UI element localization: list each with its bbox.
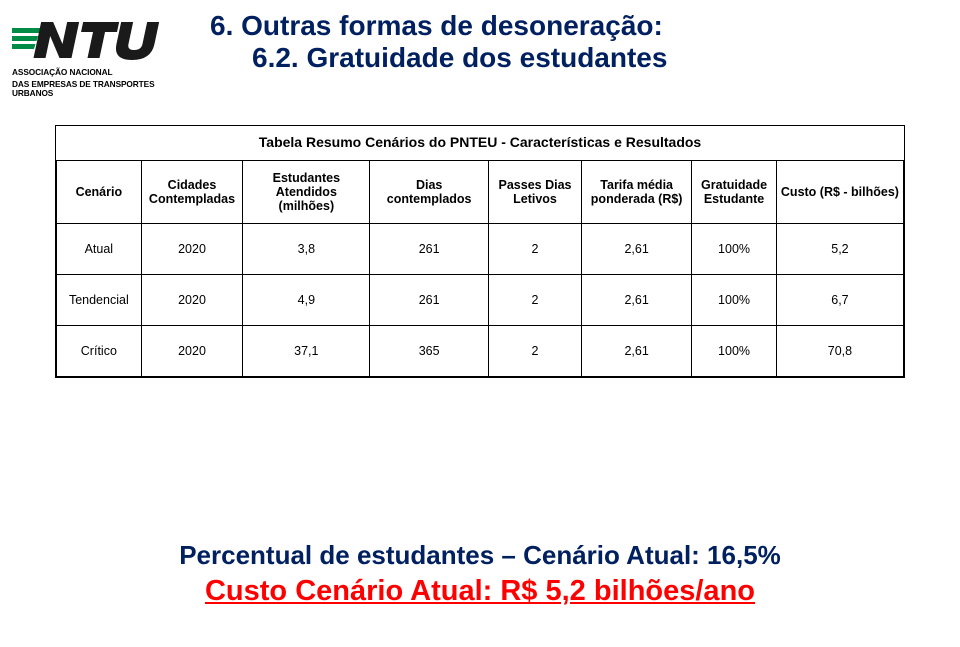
summary-table-container: Tabela Resumo Cenários do PNTEU - Caract… [55,125,905,378]
table-cell: 2020 [141,224,243,275]
footnote-block: Percentual de estudantes – Cenário Atual… [0,540,960,608]
footnote-percentual: Percentual de estudantes – Cenário Atual… [0,540,960,571]
table-caption: Tabela Resumo Cenários do PNTEU - Caract… [56,126,904,160]
table-cell: 2020 [141,275,243,326]
table-body: Atual20203,826122,61100%5,2Tendencial202… [57,224,904,377]
table-cell: 3,8 [243,224,370,275]
table-header-cell: Custo (R$ - bilhões) [776,161,903,224]
table-cell: 4,9 [243,275,370,326]
table-cell: 100% [692,275,777,326]
table-row: Crítico202037,136522,61100%70,8 [57,326,904,377]
table-header-row: CenárioCidades ContempladasEstudantes At… [57,161,904,224]
table-header-cell: Passes Dias Letivos [488,161,581,224]
table-row: Tendencial20204,926122,61100%6,7 [57,275,904,326]
table-cell: 70,8 [776,326,903,377]
table-header-cell: Tarifa média ponderada (R$) [582,161,692,224]
table-header-cell: Estudantes Atendidos (milhões) [243,161,370,224]
footnote-custo: Custo Cenário Atual: R$ 5,2 bilhões/ano [0,575,960,608]
table-cell: 37,1 [243,326,370,377]
table-cell: 2020 [141,326,243,377]
table-header-cell: Cidades Contempladas [141,161,243,224]
table-cell: 5,2 [776,224,903,275]
table-cell: 2,61 [582,326,692,377]
table-cell: 365 [370,326,489,377]
table-header-cell: Cenário [57,161,142,224]
logo-subtitle-line1: ASSOCIAÇÃO NACIONAL [12,68,187,78]
logo-subtitle-line2: DAS EMPRESAS DE TRANSPORTES URBANOS [12,80,187,99]
table-header-cell: Gratuidade Estudante [692,161,777,224]
table-cell: 2 [488,224,581,275]
table-cell: 261 [370,224,489,275]
table-header-cell: Dias contemplados [370,161,489,224]
slide-title: 6. Outras formas de desoneração: 6.2. Gr… [210,10,667,74]
title-line-2: 6.2. Gratuidade dos estudantes [252,42,667,74]
table-cell: 261 [370,275,489,326]
summary-table: CenárioCidades ContempladasEstudantes At… [56,160,904,377]
table-row: Atual20203,826122,61100%5,2 [57,224,904,275]
table-cell: Atual [57,224,142,275]
title-line-1: 6. Outras formas de desoneração: [210,10,667,42]
table-cell: 6,7 [776,275,903,326]
table-cell: 2 [488,326,581,377]
logo-block: ASSOCIAÇÃO NACIONAL DAS EMPRESAS DE TRAN… [12,18,187,99]
table-cell: 2,61 [582,224,692,275]
table-cell: 2 [488,275,581,326]
table-cell: 100% [692,224,777,275]
ntu-logo [12,18,177,66]
table-cell: 100% [692,326,777,377]
table-cell: Tendencial [57,275,142,326]
table-cell: 2,61 [582,275,692,326]
table-cell: Crítico [57,326,142,377]
